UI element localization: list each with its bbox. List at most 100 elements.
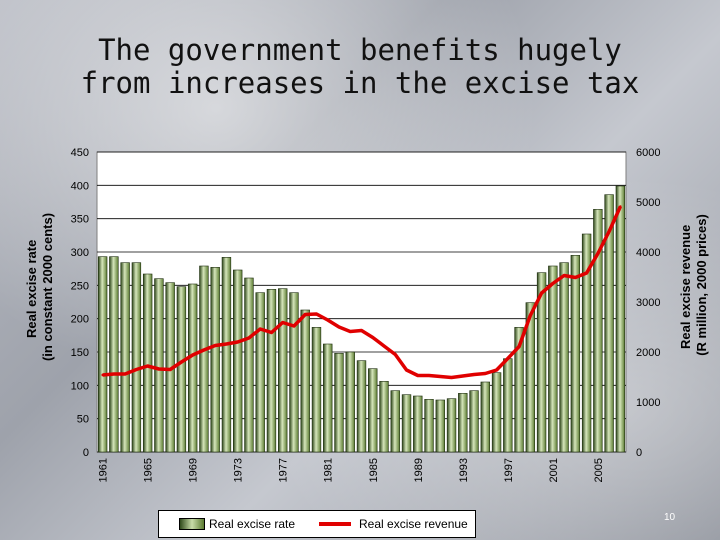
bar-1965 <box>142 273 153 453</box>
x-tick-label: 1969 <box>188 458 200 482</box>
revenue-point-1986 <box>382 344 386 348</box>
bar-2003 <box>570 255 581 453</box>
bar-1992 <box>446 398 457 453</box>
right-tick-label: 0 <box>636 447 642 459</box>
bar-1979 <box>300 309 310 453</box>
revenue-point-1990 <box>427 374 431 377</box>
x-tick-label: 1981 <box>323 458 335 482</box>
revenue-point-1976 <box>270 331 273 334</box>
x-tick-label: 2005 <box>593 458 605 482</box>
revenue-point-1973 <box>236 340 239 344</box>
revenue-point-1982 <box>337 325 341 329</box>
revenue-point-1988 <box>405 368 408 372</box>
bar-1970 <box>199 265 209 453</box>
bar-2007 <box>615 185 626 453</box>
legend-item-revenue: Real excise revenue <box>319 517 468 531</box>
revenue-point-1983 <box>349 330 352 333</box>
bar-1972 <box>221 257 232 453</box>
revenue-point-1970 <box>202 348 206 352</box>
left-tick-label: 50 <box>77 414 89 426</box>
left-tick-label: 400 <box>71 180 89 192</box>
revenue-point-1991 <box>439 375 442 378</box>
bar-1980 <box>311 327 322 453</box>
bar-series <box>97 185 626 453</box>
revenue-point-1993 <box>461 374 464 378</box>
bar-2000 <box>536 272 547 453</box>
bar-1974 <box>244 277 254 453</box>
bar-2004 <box>581 233 592 453</box>
revenue-point-1965 <box>146 364 149 368</box>
left-tick-label: 200 <box>71 314 89 326</box>
x-tick-label: 1997 <box>503 458 515 482</box>
revenue-point-1961 <box>101 373 104 377</box>
revenue-point-2000 <box>540 291 543 295</box>
revenue-point-1969 <box>191 353 194 357</box>
revenue-point-1995 <box>484 372 487 375</box>
x-tick-label: 2001 <box>548 458 560 482</box>
bar-1997 <box>503 358 513 453</box>
right-axis-ticks: 0 1000 2000 3000 4000 5000 6000 <box>636 147 660 459</box>
bar-1971 <box>210 267 220 453</box>
bar-2006 <box>604 194 614 453</box>
revenue-point-1987 <box>394 353 397 356</box>
revenue-point-1978 <box>292 324 296 328</box>
bar-1990 <box>424 399 434 453</box>
bar-1969 <box>187 283 198 453</box>
bar-1995 <box>480 381 490 453</box>
bar-1976 <box>266 289 277 453</box>
revenue-point-1981 <box>326 318 329 322</box>
revenue-point-2005 <box>596 252 600 255</box>
revenue-point-1980 <box>315 312 318 316</box>
revenue-point-1994 <box>472 373 476 376</box>
x-tick-label: 1977 <box>278 458 290 482</box>
bar-1993 <box>458 393 468 453</box>
bar-1986 <box>379 381 389 453</box>
revenue-point-1968 <box>180 360 183 364</box>
left-tick-label: 0 <box>83 447 89 459</box>
page-number: 10 <box>664 512 676 523</box>
bar-1988 <box>401 394 412 453</box>
revenue-point-2006 <box>607 230 611 233</box>
left-tick-label: 350 <box>71 214 89 226</box>
right-tick-label: 4000 <box>636 247 660 259</box>
revenue-point-1985 <box>371 336 374 339</box>
bar-1964 <box>131 262 142 453</box>
bar-1962 <box>109 256 119 453</box>
bar-1983 <box>345 351 355 453</box>
left-axis-ticks: 0 50 100 150 200 250 300 350 400 450 <box>71 147 89 459</box>
legend-swatch-bar <box>179 518 205 530</box>
bar-1998 <box>514 327 524 453</box>
revenue-point-1996 <box>495 368 498 372</box>
x-tick-label: 1965 <box>143 458 155 482</box>
revenue-point-2002 <box>562 274 566 277</box>
left-tick-label: 300 <box>71 247 89 259</box>
revenue-point-1979 <box>304 313 307 316</box>
y2-axis-title: Real excise revenue (R million, 2000 pri… <box>678 214 709 356</box>
bar-2002 <box>559 262 569 453</box>
bar-2001 <box>548 265 558 453</box>
bar-1984 <box>356 360 367 453</box>
legend: Real excise rate Real excise revenue <box>158 510 476 538</box>
bar-1963 <box>120 262 130 453</box>
line-series <box>101 205 622 380</box>
bar-2005 <box>593 209 603 453</box>
revenue-point-1964 <box>135 368 138 371</box>
right-tick-label: 6000 <box>636 147 660 159</box>
x-tick-label: 1973 <box>233 458 245 482</box>
revenue-point-1999 <box>529 314 532 317</box>
bar-1987 <box>390 390 400 453</box>
left-tick-label: 450 <box>71 147 89 159</box>
left-tick-label: 100 <box>71 380 89 392</box>
revenue-point-1975 <box>259 327 262 331</box>
revenue-point-1977 <box>281 321 284 324</box>
bar-1966 <box>154 278 164 453</box>
revenue-point-1984 <box>360 329 363 332</box>
right-tick-label: 3000 <box>636 297 660 309</box>
revenue-point-1992 <box>450 376 453 379</box>
y-axis-title: Real excise rate (in constant 2000 cents… <box>24 213 55 361</box>
bar-1989 <box>413 395 423 453</box>
bar-1999 <box>525 302 536 453</box>
legend-swatch-line <box>319 522 351 526</box>
left-tick-label: 250 <box>71 280 89 292</box>
revenue-point-2007 <box>619 205 622 208</box>
